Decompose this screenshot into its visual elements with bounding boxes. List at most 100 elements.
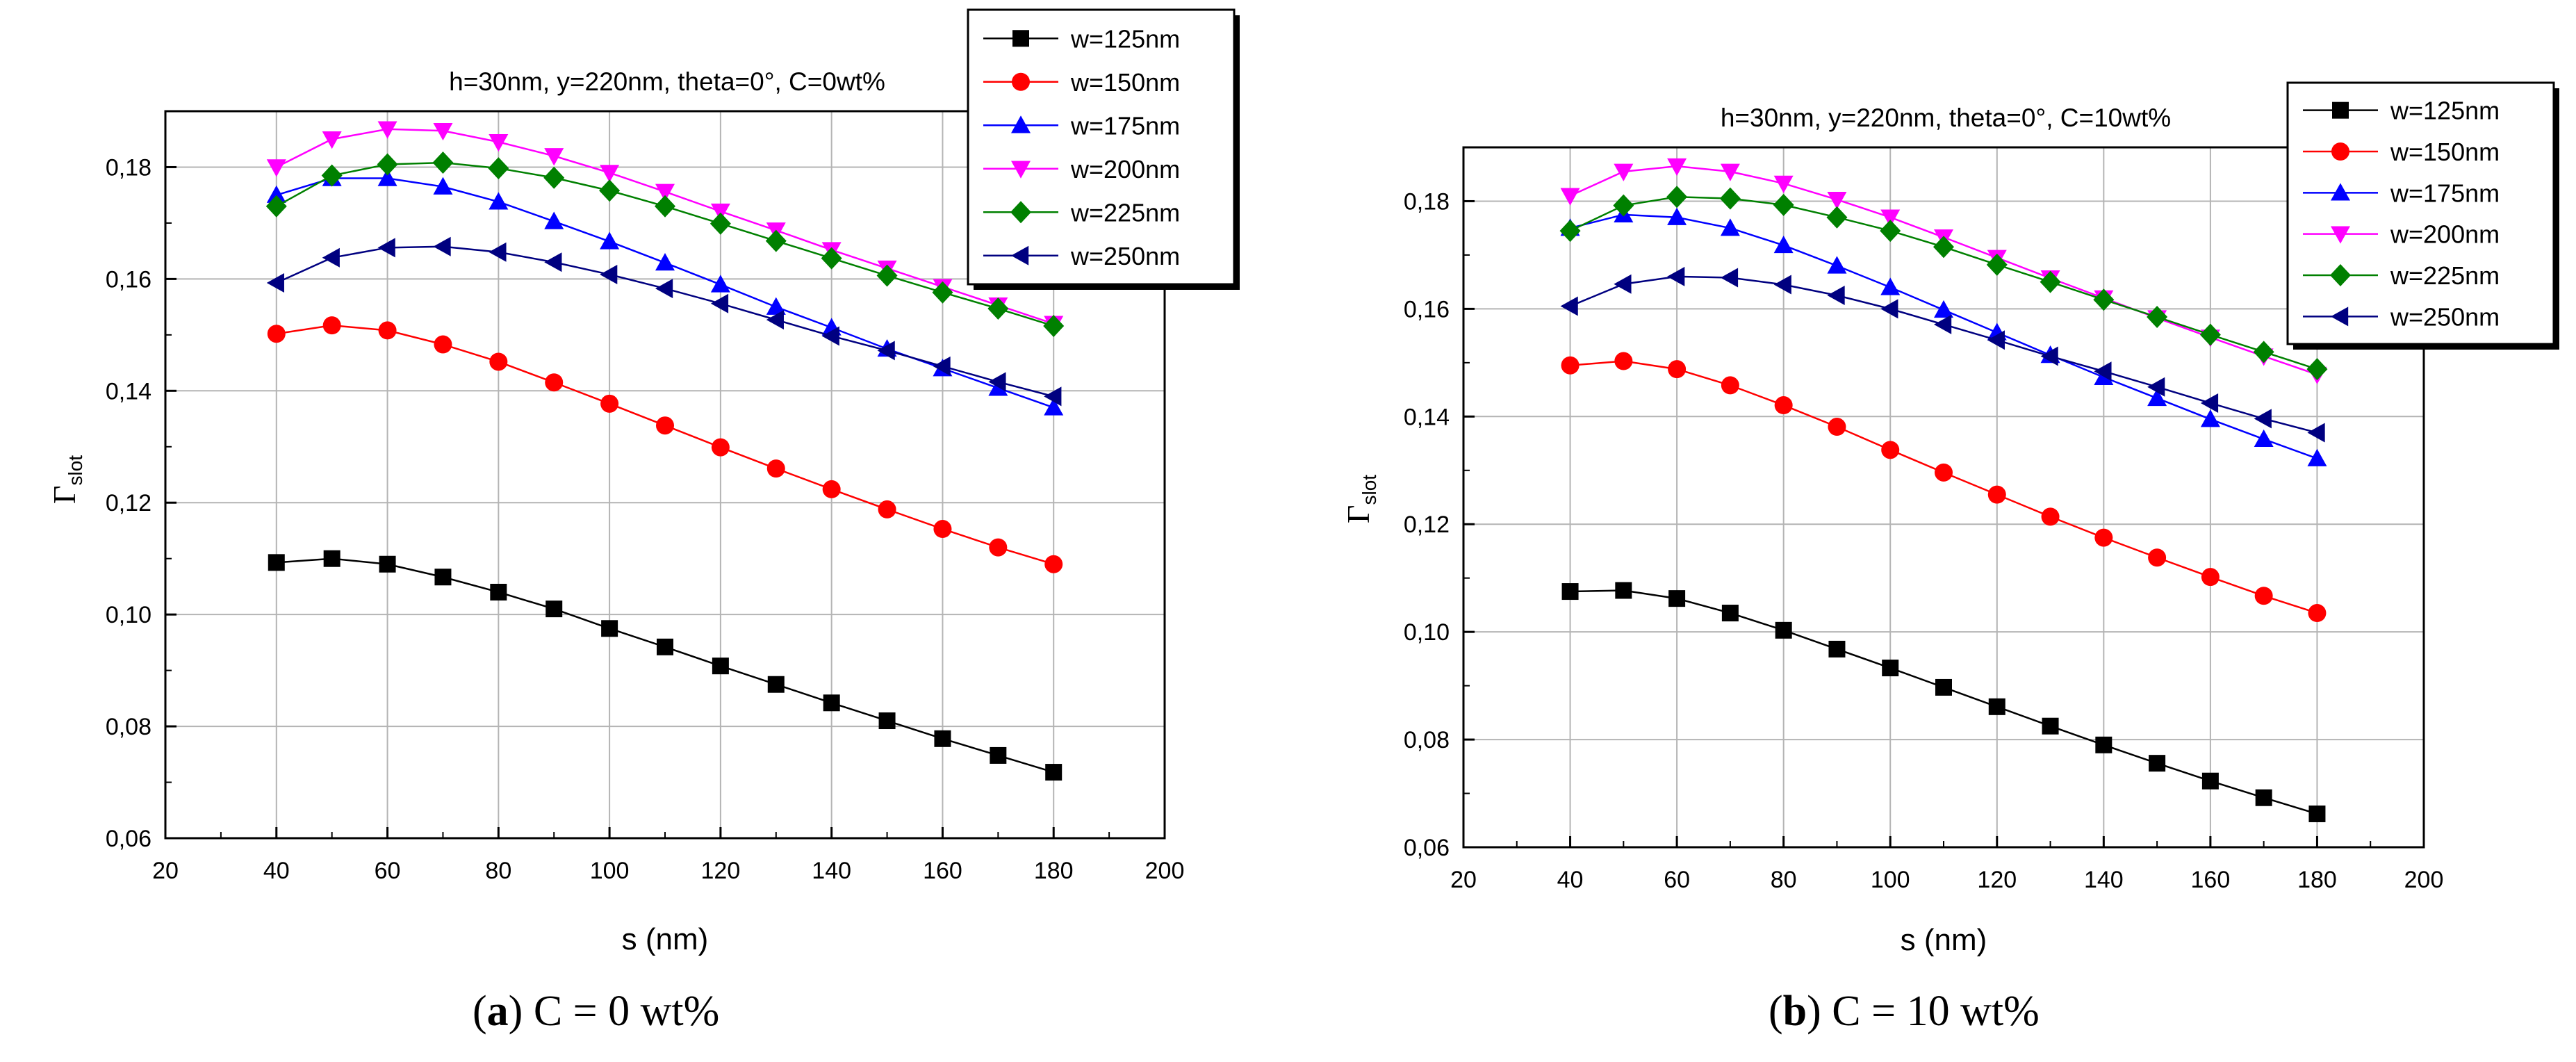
data-point bbox=[932, 281, 953, 304]
data-point bbox=[1828, 640, 1846, 657]
x-tick-label: 40 bbox=[263, 858, 290, 884]
data-point bbox=[1560, 188, 1580, 206]
legend-label: w=150nm bbox=[1070, 68, 1180, 97]
panel-b: 20 40 60 80 100 120 140 160 180 2000,060,080,100,… bbox=[1340, 81, 2559, 957]
panel-b-y-axis-label: Γslot bbox=[1340, 475, 1380, 523]
data-point bbox=[1773, 175, 1794, 193]
data-point bbox=[1880, 220, 1901, 243]
data-point bbox=[2307, 423, 2325, 443]
data-point bbox=[933, 356, 951, 376]
legend-marker bbox=[2330, 264, 2351, 286]
caption-b-text: C = 10 wt% bbox=[1832, 988, 2040, 1035]
y-tick-label: 0,10 bbox=[106, 602, 151, 628]
data-point bbox=[2255, 789, 2272, 806]
data-point bbox=[1933, 236, 1954, 259]
data-point bbox=[1560, 296, 1578, 316]
data-point bbox=[1721, 376, 1739, 395]
data-point bbox=[2147, 388, 2167, 407]
data-point bbox=[323, 550, 341, 567]
data-point bbox=[543, 166, 565, 189]
series-w=225nm bbox=[1559, 186, 2328, 381]
series-line bbox=[1570, 275, 2317, 434]
data-point bbox=[2041, 507, 2060, 526]
data-point bbox=[878, 712, 896, 730]
series-w=150nm bbox=[267, 316, 1063, 573]
data-point bbox=[1987, 485, 2006, 504]
data-point bbox=[1775, 621, 1792, 639]
data-point bbox=[710, 203, 730, 222]
data-point bbox=[322, 131, 342, 149]
x-tick-label: 80 bbox=[1771, 867, 1797, 893]
data-point bbox=[878, 500, 896, 518]
data-point bbox=[321, 164, 343, 187]
data-point bbox=[1773, 275, 1791, 295]
legend-box bbox=[2286, 81, 2555, 345]
data-point bbox=[489, 134, 509, 152]
data-point bbox=[2308, 805, 2326, 822]
y-tick-label: 0,14 bbox=[106, 378, 151, 405]
data-point bbox=[377, 238, 395, 258]
data-point bbox=[2254, 409, 2272, 429]
data-point bbox=[379, 555, 396, 573]
data-point bbox=[2199, 323, 2221, 346]
data-point bbox=[377, 121, 397, 139]
y-tick-label: 0,08 bbox=[1404, 727, 1450, 753]
y-tick-label: 0,14 bbox=[1404, 404, 1450, 430]
data-point bbox=[1826, 206, 1848, 229]
data-point bbox=[709, 212, 731, 235]
data-point bbox=[545, 373, 564, 392]
data-point bbox=[822, 480, 841, 498]
x-tick-label: 180 bbox=[2297, 867, 2337, 893]
data-point bbox=[1614, 352, 1633, 370]
data-point bbox=[1987, 330, 2005, 350]
caption-a: (a) C = 0 wt% bbox=[473, 988, 720, 1035]
data-point bbox=[544, 252, 562, 272]
data-point bbox=[766, 310, 784, 330]
legend-label: w=175nm bbox=[1070, 111, 1180, 140]
data-point bbox=[1666, 186, 1688, 209]
data-point bbox=[377, 153, 398, 176]
data-point bbox=[488, 157, 509, 180]
data-point bbox=[600, 264, 618, 284]
data-point bbox=[2201, 568, 2220, 587]
x-tick-label: 160 bbox=[923, 858, 962, 884]
caption-b-label: b bbox=[1782, 988, 1807, 1035]
legend-marker bbox=[2331, 307, 2349, 327]
panel-a-legend: w=125nm w=150nm w=175nm w=200nm w=225nm w=250… bbox=[967, 8, 1240, 290]
series-w=125nm bbox=[268, 550, 1063, 781]
data-point bbox=[377, 168, 397, 186]
data-point bbox=[322, 247, 340, 268]
caption-a-label: a bbox=[486, 988, 509, 1035]
data-point bbox=[766, 297, 786, 315]
panel-a-title: h=30nm, y=220nm, theta=0°, C=0wt% bbox=[449, 67, 885, 96]
data-point bbox=[765, 229, 787, 252]
data-point bbox=[1880, 277, 1901, 295]
data-point bbox=[1882, 660, 1899, 677]
data-point bbox=[600, 394, 619, 413]
data-point bbox=[489, 352, 508, 371]
data-point bbox=[433, 236, 451, 256]
data-point bbox=[1613, 194, 1634, 217]
x-tick-label: 100 bbox=[1871, 867, 1910, 893]
data-point bbox=[1935, 678, 1952, 696]
series-w=125nm bbox=[1561, 582, 2326, 822]
data-point bbox=[1561, 356, 1580, 375]
data-point bbox=[1986, 253, 2008, 276]
data-point bbox=[1880, 299, 1898, 319]
data-point bbox=[266, 159, 286, 177]
y-tick-label: 0,16 bbox=[1404, 296, 1450, 322]
data-point bbox=[544, 148, 564, 166]
x-tick-label: 120 bbox=[1977, 867, 2017, 893]
legend-label: w=175nm bbox=[2390, 179, 2500, 207]
data-point bbox=[1045, 764, 1063, 781]
legend-marker bbox=[1010, 201, 1031, 224]
y-tick-label: 0,16 bbox=[106, 266, 151, 293]
series-w=250nm bbox=[266, 236, 1062, 407]
data-point bbox=[489, 242, 507, 262]
legend-label: w=150nm bbox=[2390, 138, 2500, 166]
data-point bbox=[1720, 163, 1740, 181]
data-point bbox=[1720, 218, 1740, 236]
data-point bbox=[1880, 209, 1901, 227]
x-tick-label: 140 bbox=[812, 858, 851, 884]
data-point bbox=[600, 165, 620, 183]
